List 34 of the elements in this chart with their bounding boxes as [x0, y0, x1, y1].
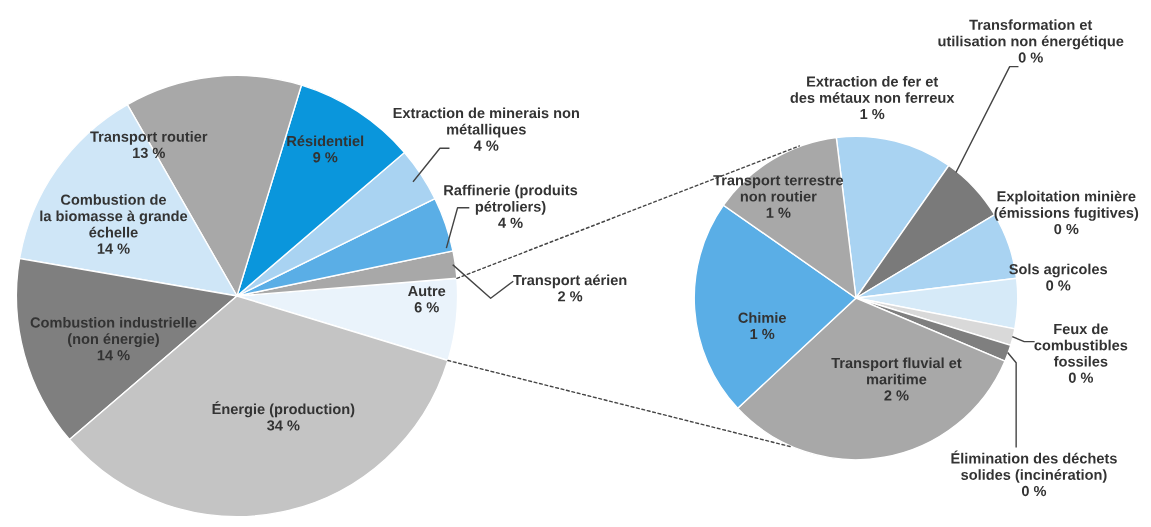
- data-label: 14 %: [97, 350, 130, 361]
- slice-label: Extraction de minerais non métalliques: [393, 107, 579, 138]
- slice-label: Résidentiel: [287, 135, 364, 147]
- slice-label: Extraction de fer et des métaux non ferreux: [790, 76, 955, 103]
- data-label: 0 %: [1046, 280, 1071, 291]
- slice-label: Combustion de la biomasse à grande échelle: [40, 194, 188, 238]
- slice-label: Feux de combustibles fossiles: [1034, 323, 1128, 367]
- data-label: 4 %: [498, 217, 523, 228]
- data-label: 4 %: [473, 140, 499, 151]
- data-label: 2 %: [884, 390, 909, 401]
- data-label: 9 %: [313, 152, 338, 163]
- data-label: 0 %: [1018, 52, 1043, 63]
- slice-label: Énergie (production): [212, 401, 355, 418]
- slice-label: Combustion industrielle (non énergie): [30, 316, 197, 348]
- data-label: 1 %: [766, 207, 791, 218]
- data-label: 0 %: [1068, 372, 1094, 383]
- slice-label: Chimie: [738, 312, 786, 323]
- data-label: 1 %: [750, 328, 775, 340]
- data-label: 0 %: [1021, 485, 1047, 497]
- data-label: 2 %: [558, 291, 583, 302]
- data-label: 0 %: [1054, 223, 1079, 235]
- slice-label: Transport fluvial et maritime: [831, 357, 962, 385]
- data-label: 1 %: [860, 108, 885, 120]
- slice-label: Transformation et utilisation non énergétique: [938, 19, 1124, 50]
- data-label: 14 %: [97, 243, 130, 254]
- data-label: 6 %: [414, 302, 439, 313]
- slice-label: Exploitation minière (émissions fugitives): [994, 190, 1139, 221]
- slice-label: Sols agricoles: [1009, 263, 1108, 278]
- slice-label: Élimination des déchets solides (incinération): [951, 450, 1117, 483]
- data-label: 34 %: [267, 420, 300, 431]
- slice-label: Transport aérien: [513, 274, 627, 289]
- slice-label: Transport routier: [90, 131, 208, 145]
- slice-label: Autre: [408, 286, 446, 297]
- slice-label: Raffinerie (produits pétroliers): [444, 184, 578, 215]
